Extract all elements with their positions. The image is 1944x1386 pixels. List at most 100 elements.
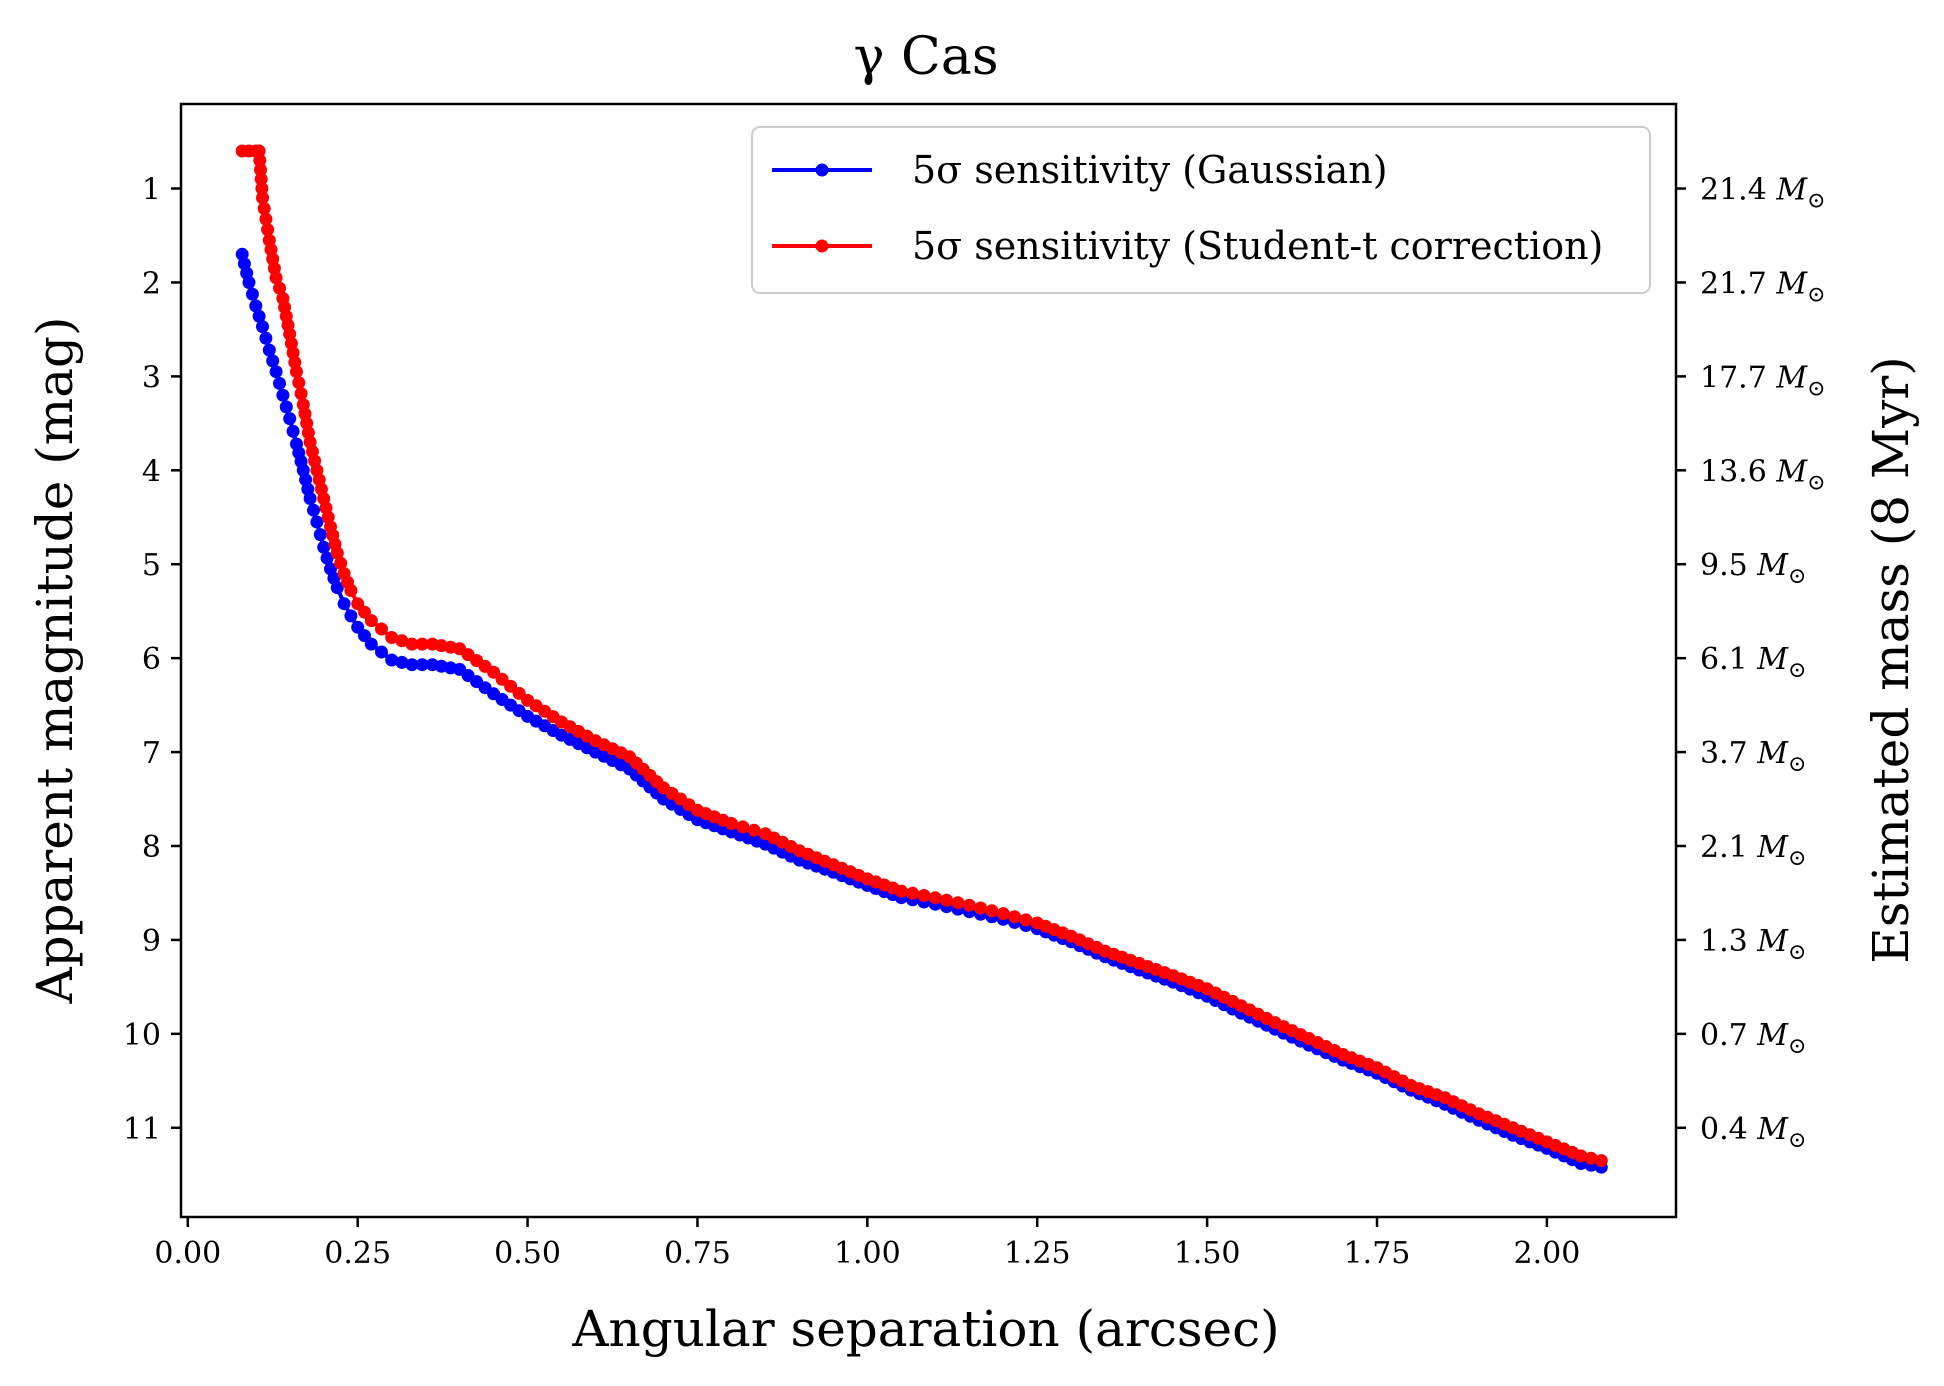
data-point-gaussian <box>405 658 419 672</box>
series-line-student-t <box>242 149 1602 1163</box>
series-marker-gaussian <box>395 655 409 669</box>
x-tick-label: 0.75 <box>664 1236 731 1271</box>
x-tick-label: 0.50 <box>494 1236 561 1271</box>
series-line-gaussian <box>240 253 1602 1170</box>
series-marker-gaussian <box>245 287 259 301</box>
series-marker-gaussian <box>252 309 266 323</box>
y2-tick-label: 9.5 M⊙ <box>1700 548 1806 589</box>
data-point-gaussian <box>330 581 344 595</box>
data-point-student-t <box>252 144 266 158</box>
series-marker-student-t <box>395 634 409 648</box>
y-tick-label: 6 <box>142 642 161 677</box>
series-marker-student-t <box>253 153 267 167</box>
y-axis-left: 1 2 3 4 5 6 7 8 9 10 11 <box>123 173 181 1147</box>
series-marker-student-t <box>951 896 965 910</box>
x-tick-label: 0.00 <box>154 1236 221 1271</box>
data-point-student-t <box>405 637 419 651</box>
series-marker-student-t <box>974 901 988 915</box>
series-marker-gaussian <box>279 400 293 414</box>
data-point-student-t <box>962 898 976 912</box>
data-point-gaussian <box>344 609 358 623</box>
y2-tick-label: 2.1 M⊙ <box>1700 830 1806 871</box>
data-point-student-t <box>290 365 303 379</box>
series-marker-gaussian <box>266 354 280 368</box>
legend-label-student-t: 5σ sensitivity (Student-t correction) <box>912 224 1603 268</box>
data-point-gaussian <box>364 637 378 651</box>
y-tick-label: 5 <box>142 548 161 583</box>
series-marker-student-t <box>273 281 286 295</box>
y2-tick-label: 6.1 M⊙ <box>1700 642 1806 683</box>
y2-tick-label: 1.3 M⊙ <box>1700 924 1806 965</box>
x-tick-label: 0.25 <box>324 1236 391 1271</box>
data-point-gaussian <box>303 492 317 505</box>
data-point-student-t <box>330 546 344 560</box>
x-tick-label: 2.00 <box>1513 1236 1580 1271</box>
y-tick-label: 8 <box>142 830 161 865</box>
series-marker-gaussian <box>375 645 388 659</box>
data-point-gaussian <box>262 343 276 357</box>
series-marker-student-t <box>1019 913 1033 927</box>
series-marker-student-t <box>261 223 275 237</box>
data-point-gaussian <box>385 653 399 667</box>
y-tick-label: 4 <box>142 454 161 489</box>
data-point-student-t <box>724 817 738 830</box>
chart-title: γ Cas <box>853 27 998 87</box>
legend-marker-student-t <box>815 239 829 253</box>
data-point-student-t <box>487 665 501 679</box>
y2-tick-label: 3.7 M⊙ <box>1700 736 1806 777</box>
data-point-student-t <box>344 584 358 597</box>
series-marker-student-t <box>906 886 920 900</box>
data-point-student-t <box>894 884 908 898</box>
series-marker-student-t <box>255 182 269 195</box>
data-point-gaussian <box>276 388 290 402</box>
series-marker-gaussian <box>259 331 273 345</box>
x-tick-label: 1.00 <box>834 1236 901 1271</box>
series-marker-gaussian <box>273 376 286 390</box>
series-marker-student-t <box>292 376 306 390</box>
y-tick-label: 1 <box>142 173 161 208</box>
y2-tick-label: 0.4 M⊙ <box>1700 1112 1806 1153</box>
data-point-gaussian <box>256 320 269 334</box>
series-marker-student-t <box>257 202 271 215</box>
y2-axis-label: Estimated mass (8 Myr) <box>1862 356 1920 964</box>
series-marker-gaussian <box>320 551 334 565</box>
series-marker-gaussian <box>307 503 320 517</box>
series-marker-student-t <box>254 163 267 177</box>
y2-tick-label: 21.4 M⊙ <box>1700 173 1826 214</box>
series-marker-student-t <box>1008 910 1022 924</box>
data-point-gaussian <box>283 412 297 426</box>
data-point-student-t <box>1574 1149 1588 1163</box>
series-marker-student-t <box>259 212 273 226</box>
data-point-student-t <box>928 891 942 905</box>
legend-marker-gaussian <box>815 163 829 177</box>
legend-label-gaussian: 5σ sensitivity (Gaussian) <box>912 148 1388 192</box>
series-marker-gaussian <box>415 658 429 672</box>
data-point-gaussian <box>269 365 283 379</box>
series-marker-student-t <box>940 893 954 907</box>
series-layer <box>235 144 1608 1174</box>
series-marker-student-t <box>415 637 429 651</box>
x-tick-label: 1.25 <box>1004 1236 1071 1271</box>
data-point-student-t <box>256 191 269 205</box>
data-point-student-t <box>385 631 399 644</box>
plot-frame <box>179 102 1678 1219</box>
y-tick-label: 2 <box>142 266 161 301</box>
series-marker-student-t <box>504 679 518 693</box>
series-marker-student-t <box>736 820 750 834</box>
y-tick-label: 3 <box>142 360 161 395</box>
y2-tick-label: 17.7 M⊙ <box>1700 360 1826 401</box>
legend: 5σ sensitivity (Gaussian) 5σ sensitivity… <box>751 126 1651 294</box>
data-point-student-t <box>364 614 378 628</box>
y-axis-label: Apparent magnitude (mag) <box>26 316 84 1004</box>
legend-box <box>751 126 1651 294</box>
series-marker-student-t <box>917 889 931 902</box>
data-point-gaussian <box>242 276 256 289</box>
y2-tick-label: 13.6 M⊙ <box>1700 454 1826 495</box>
y-tick-label: 9 <box>142 924 161 959</box>
y2-tick-label: 0.7 M⊙ <box>1700 1018 1806 1059</box>
y2-tick-label: 21.7 M⊙ <box>1700 266 1826 307</box>
data-point-student-t <box>1594 1154 1608 1168</box>
x-tick-label: 1.75 <box>1344 1236 1411 1271</box>
series-marker-gaussian <box>286 424 300 438</box>
